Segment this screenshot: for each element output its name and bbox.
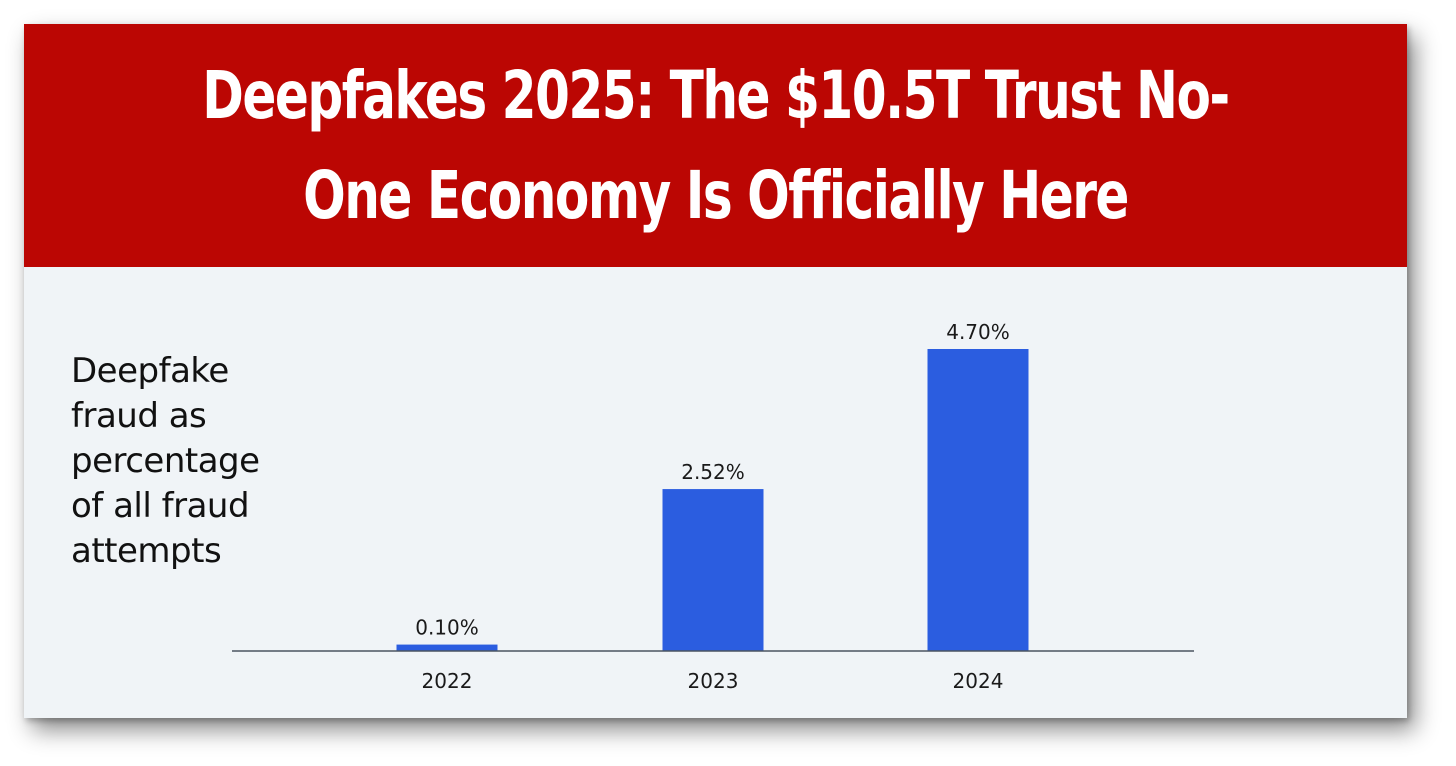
x-tick-label-2022: 2022	[422, 669, 473, 693]
bar-2024	[927, 349, 1029, 651]
value-label-2023: 2.52%	[681, 460, 745, 484]
labels-layer: 0.10% 2022 2.52% 2023 4.70% 2024	[415, 320, 1010, 693]
headline-banner: Deepfakes 2025: The $10.5T Trust No- One…	[24, 24, 1407, 267]
bar-2022	[396, 644, 498, 651]
x-tick-label-2023: 2023	[688, 669, 739, 693]
headline: Deepfakes 2025: The $10.5T Trust No- One…	[190, 46, 1241, 246]
x-tick-label-2024: 2024	[953, 669, 1004, 693]
chart-title: Deepfake fraud as percentage of all frau…	[71, 351, 260, 571]
headline-line-1: Deepfakes 2025: The $10.5T Trust No-	[202, 57, 1230, 134]
bar-chart: 0.10% 2022 2.52% 2023 4.70% 2024	[232, 320, 1194, 693]
infographic-card: Deepfakes 2025: The $10.5T Trust No- One…	[24, 24, 1407, 718]
headline-line-2: One Economy Is Officially Here	[303, 157, 1129, 234]
bar-2023	[662, 489, 764, 651]
bars-layer	[396, 349, 1029, 651]
value-label-2022: 0.10%	[415, 616, 479, 640]
value-label-2024: 4.70%	[946, 320, 1010, 344]
